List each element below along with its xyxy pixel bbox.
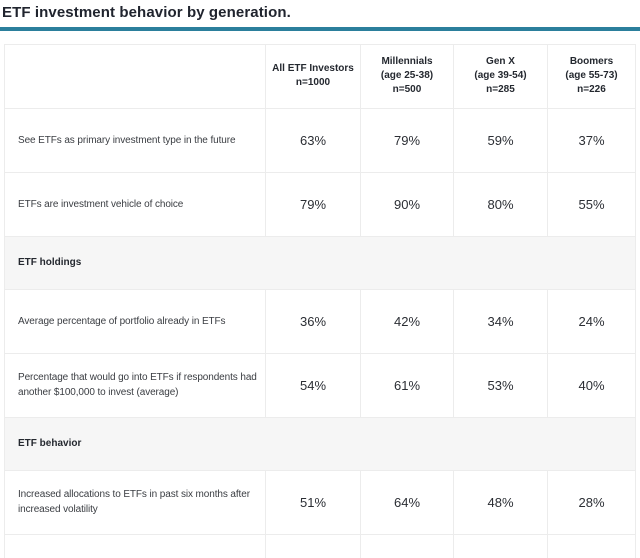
row-label: Percentage that would go into ETFs if re… xyxy=(4,352,266,418)
value-all: 51% xyxy=(265,469,361,535)
value-all: 54% xyxy=(265,352,361,418)
row-label: Expect to increase ETF investments in th… xyxy=(4,533,266,558)
value-millennials: 42% xyxy=(360,288,454,354)
section-header-row: ETF behavior xyxy=(4,416,636,471)
value-boomers: 55% xyxy=(547,171,636,237)
value-all: 79% xyxy=(265,171,361,237)
row-label: See ETFs as primary investment type in t… xyxy=(4,107,266,173)
value-millennials: 64% xyxy=(360,469,454,535)
section-header-label: ETF holdings xyxy=(4,235,636,290)
header-row: All ETF Investors n=1000 Millennials (ag… xyxy=(4,43,636,109)
header-corner-cell xyxy=(4,43,266,109)
table-row: Expect to increase ETF investments in th… xyxy=(4,533,636,558)
table-row: Average percentage of portfolio already … xyxy=(4,288,636,354)
value-boomers: 40% xyxy=(547,352,636,418)
etf-generation-table: All ETF Investors n=1000 Millennials (ag… xyxy=(4,43,636,558)
value-boomers: 28% xyxy=(547,469,636,535)
value-boomers: 24% xyxy=(547,288,636,354)
value-gen-x: 34% xyxy=(453,288,548,354)
header-col-boomers: Boomers (age 55-73) n=226 xyxy=(547,43,636,109)
value-gen-x: 59% xyxy=(453,107,548,173)
value-millennials: 78% xyxy=(360,533,454,558)
section-header-row: ETF holdings xyxy=(4,235,636,290)
value-gen-x: 48% xyxy=(453,469,548,535)
page-title: ETF investment behavior by generation. xyxy=(2,4,291,21)
header-col-all-etf-investors: All ETF Investors n=1000 xyxy=(265,43,361,109)
value-millennials: 79% xyxy=(360,107,454,173)
table-row: See ETFs as primary investment type in t… xyxy=(4,107,636,173)
row-label: Increased allocations to ETFs in past si… xyxy=(4,469,266,535)
value-all: 63% xyxy=(265,107,361,173)
table-body: See ETFs as primary investment type in t… xyxy=(4,107,636,558)
header-col-gen-x: Gen X (age 39-54) n=285 xyxy=(453,43,548,109)
table-row: Percentage that would go into ETFs if re… xyxy=(4,352,636,418)
value-all: 36% xyxy=(265,288,361,354)
value-all: 68% xyxy=(265,533,361,558)
table-header: All ETF Investors n=1000 Millennials (ag… xyxy=(4,43,636,109)
value-millennials: 90% xyxy=(360,171,454,237)
header-col-millennials: Millennials (age 25-38) n=500 xyxy=(360,43,454,109)
value-millennials: 61% xyxy=(360,352,454,418)
row-label: ETFs are investment vehicle of choice xyxy=(4,171,266,237)
value-boomers: 37% xyxy=(547,107,636,173)
value-boomers: 43% xyxy=(547,533,636,558)
table-row: ETFs are investment vehicle of choice 79… xyxy=(4,171,636,237)
table-row: Increased allocations to ETFs in past si… xyxy=(4,469,636,535)
value-gen-x: 80% xyxy=(453,171,548,237)
value-gen-x: 71% xyxy=(453,533,548,558)
title-accent-rule xyxy=(0,26,640,31)
section-header-label: ETF behavior xyxy=(4,416,636,471)
row-label: Average percentage of portfolio already … xyxy=(4,288,266,354)
value-gen-x: 53% xyxy=(453,352,548,418)
